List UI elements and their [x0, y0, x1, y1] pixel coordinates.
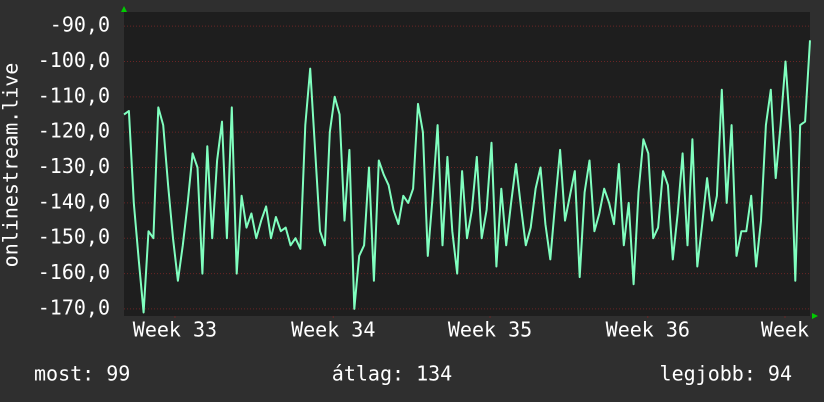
y-tick-label: -150,0 [38, 225, 110, 249]
summary-average: átlag: 134 [332, 362, 452, 386]
axis-arrow [812, 313, 818, 319]
x-tick-label: Week [761, 318, 809, 342]
x-tick-label: Week 33 [133, 318, 217, 342]
y-tick-label: -100,0 [38, 48, 110, 72]
y-tick-label: -90,0 [50, 13, 110, 37]
x-tick-label: Week 36 [606, 318, 690, 342]
y-tick-label: -130,0 [38, 154, 110, 178]
y-axis-label: onlinestream.live [0, 63, 23, 268]
y-tick-label: -160,0 [38, 260, 110, 284]
y-tick-label: -170,0 [38, 295, 110, 319]
summary-best: legjobb: 94 [660, 362, 792, 386]
x-tick-label: Week 35 [448, 318, 532, 342]
y-tick-label: -110,0 [38, 83, 110, 107]
y-tick-label: -120,0 [38, 119, 110, 143]
summary-current: most: 99 [34, 362, 130, 386]
y-tick-label: -140,0 [38, 189, 110, 213]
x-tick-label: Week 34 [291, 318, 375, 342]
axis-arrow [121, 6, 127, 12]
data-line [123, 40, 811, 314]
plot-area [124, 12, 810, 316]
